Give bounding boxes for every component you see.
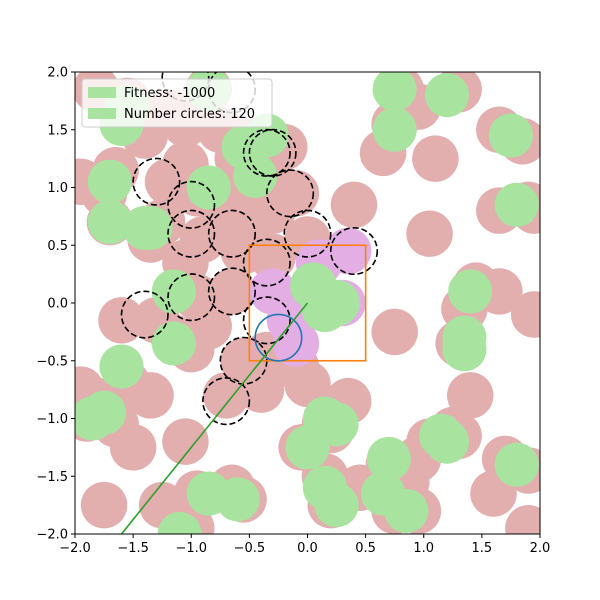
circle-point [510, 291, 540, 338]
overlap-region [448, 269, 493, 314]
x-tick-label: 1.0 [413, 541, 434, 556]
overlap-region [372, 72, 417, 112]
legend-box [81, 78, 273, 128]
y-tick-label: 0.0 [47, 297, 68, 312]
overlap-region [494, 442, 539, 487]
x-tick-label: 1.5 [472, 541, 493, 556]
overlap-region [314, 483, 359, 528]
dashed-circle [248, 128, 297, 177]
overlap-region [366, 436, 411, 482]
circle-point [162, 418, 209, 465]
legend-swatch [88, 87, 116, 98]
overlap-region [151, 269, 196, 314]
circle-point [412, 135, 459, 182]
y-tick-label: 1.0 [47, 181, 68, 196]
y-tick-label: −2.0 [36, 528, 68, 543]
legend-swatch [88, 108, 116, 119]
target-circle [254, 313, 303, 362]
y-tick-label: 2.0 [47, 66, 68, 81]
overlap-region [151, 321, 196, 366]
legend-label: Fitness: -1000 [124, 86, 215, 101]
direction-line [120, 302, 309, 534]
overlap-region [99, 344, 144, 389]
overlap-region [442, 327, 487, 372]
x-tick-label: 0.5 [355, 541, 376, 556]
x-tick-label: −0.5 [234, 541, 266, 556]
dashed-circle [207, 209, 256, 258]
legend-label: Number circles: 120 [124, 107, 255, 122]
circle-point [447, 372, 494, 419]
dashed-circle [283, 209, 332, 258]
circle-point [330, 181, 378, 229]
dashed-circle [202, 377, 251, 426]
circle-point [80, 481, 128, 529]
overlap-region [301, 285, 349, 333]
overlap-region [87, 159, 132, 204]
overlap-region [128, 205, 173, 251]
overlap-region [215, 477, 260, 522]
overlap-region [157, 511, 202, 534]
search-box [248, 244, 367, 362]
dashed-circle [329, 226, 379, 276]
dashed-circle [167, 273, 216, 322]
circle-point [109, 424, 157, 471]
overlap-region [372, 107, 417, 152]
dashed-circle [207, 267, 256, 316]
overlap-region [285, 425, 330, 470]
dashed-circle [242, 296, 291, 345]
overlap-region [384, 488, 429, 533]
dashed-circle [242, 238, 291, 287]
overlap-region [424, 73, 470, 118]
circle-point [284, 360, 331, 408]
dashed-circle [167, 209, 216, 258]
x-tick-label: 2.0 [530, 541, 551, 556]
y-tick-label: 1.5 [47, 123, 68, 138]
circle-point [127, 372, 174, 419]
overlap-region [488, 113, 534, 158]
dashed-circle [132, 157, 181, 206]
overlap-region [424, 419, 470, 464]
x-tick-label: −1.5 [117, 541, 149, 556]
y-tick-label: 0.5 [47, 239, 68, 254]
circle-point [237, 366, 285, 413]
overlap-region [186, 165, 231, 210]
y-tick-label: −1.0 [36, 412, 68, 427]
overlap-region [494, 182, 539, 227]
circle-point [371, 308, 418, 356]
legend: Fitness: -1000 Number circles: 120 [81, 78, 273, 128]
x-tick-label: 0.0 [297, 541, 318, 556]
overlap-region [81, 390, 127, 435]
dashed-circle [120, 290, 169, 339]
y-tick-label: −0.5 [36, 354, 68, 369]
dashed-circle [266, 169, 315, 218]
circle-point [406, 210, 453, 257]
axis-ticks: −2.0 −1.5 −1.0 −0.5 0.0 0.5 1.0 1.5 2.0 −2.0 −1.5 −… [36, 66, 550, 557]
circle-point [202, 372, 250, 419]
x-tick-label: −1.0 [175, 541, 207, 556]
circle-point [272, 170, 320, 217]
circle-point [208, 268, 256, 315]
dashed-circle [167, 180, 216, 229]
y-tick-label: −1.5 [36, 470, 68, 485]
x-tick-label: −2.0 [59, 541, 91, 556]
overlap-region [87, 200, 132, 245]
circle-point [505, 504, 540, 534]
